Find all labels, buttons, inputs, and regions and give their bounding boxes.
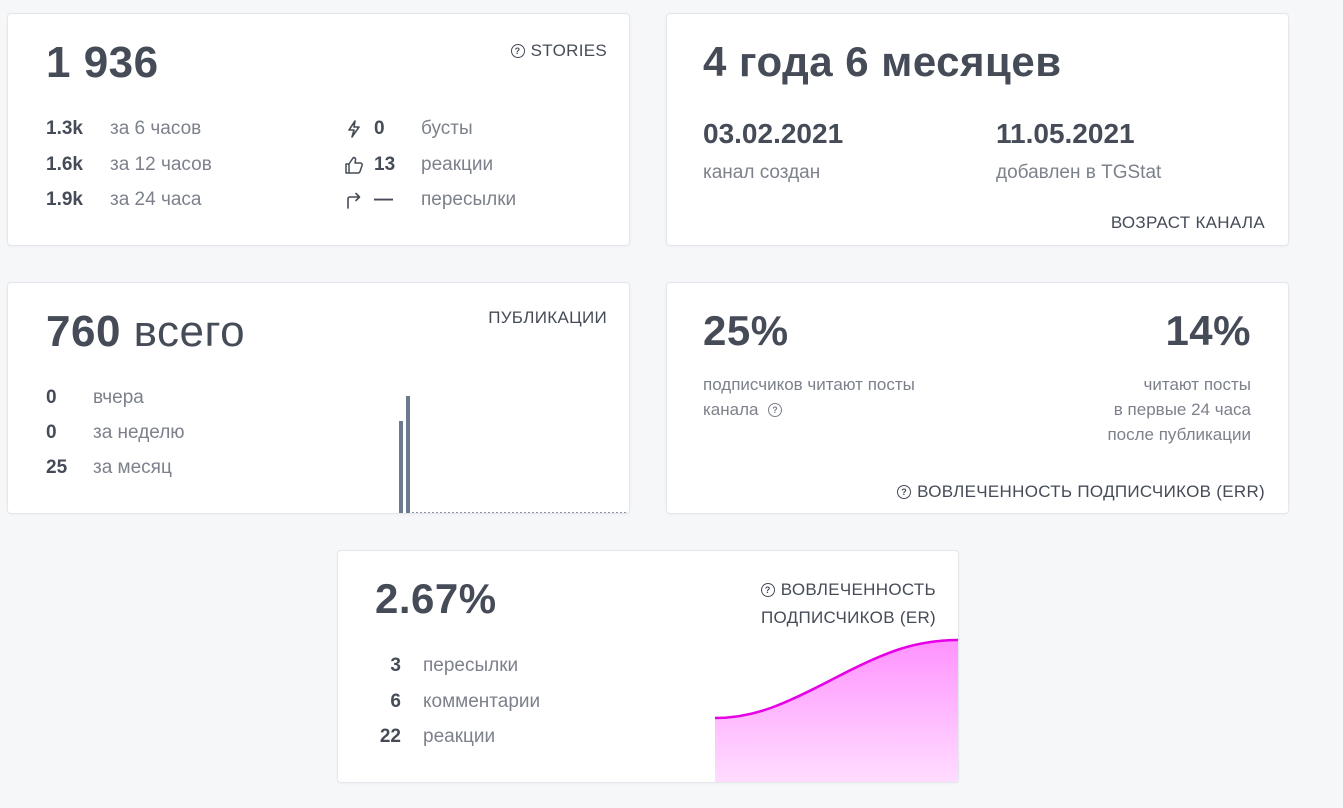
reactions-value: 13 [374, 154, 396, 175]
stories-6h-label: за 6 часов [110, 118, 202, 139]
help-icon[interactable]: ? [767, 403, 782, 417]
err-24h-desc: читают посты в первые 24 часа после публ… [1107, 375, 1251, 444]
stories-12h-value: 1.6k [46, 154, 83, 175]
added-label: добавлен в TGStat [996, 162, 1162, 183]
posts-bar-2 [406, 396, 410, 513]
forwards-value: — [374, 189, 393, 210]
er-percent: 2.67% [375, 575, 497, 622]
stories-total: 1 936 [46, 38, 159, 87]
posts-month-label: за месяц [93, 457, 172, 478]
posts-yesterday-label: вчера [93, 387, 144, 408]
stories-12h-label: за 12 часов [110, 154, 212, 175]
help-icon[interactable]: ? [510, 44, 525, 58]
help-icon[interactable]: ? [760, 583, 775, 597]
stories-label[interactable]: ? STORIES [510, 41, 607, 61]
err-subscribers-percent: 25% [703, 307, 789, 354]
posts-total-number: 760 [46, 307, 121, 356]
er-forwards-value: 3 [390, 655, 401, 676]
forwards-label: пересылки [421, 189, 517, 210]
er-card: 2.67% ? ВОВЛЕЧЕННОСТЬ ПОДПИСЧИКОВ (ER) 3 … [337, 550, 959, 783]
posts-bar-1 [399, 421, 403, 513]
boosts-label: бусты [421, 118, 473, 139]
posts-month-value: 25 [46, 457, 68, 478]
posts-week-label: за неделю [93, 422, 185, 443]
reactions-label: реакции [421, 154, 494, 175]
err-card: 25% подписчиков читают посты канала ? 14… [666, 282, 1289, 514]
help-icon[interactable]: ? [897, 485, 912, 499]
er-comments-value: 6 [390, 691, 401, 712]
err-label[interactable]: ? ВОВЛЕЧЕННОСТЬ ПОДПИСЧИКОВ (ERR) [897, 482, 1265, 502]
posts-sparkline [399, 396, 628, 513]
err-24h-percent: 14% [1165, 307, 1251, 354]
posts-yesterday-value: 0 [46, 387, 57, 408]
boosts-value: 0 [374, 118, 385, 139]
er-comments-label: комментарии [423, 691, 541, 712]
er-reactions-label: реакции [423, 726, 496, 747]
channel-age-label: ВОЗРАСТ КАНАЛА [1110, 213, 1265, 232]
stories-card: 1 936 ? STORIES 1.3k за 6 часов 1.6k за 1… [7, 13, 630, 246]
er-forwards-label: пересылки [423, 655, 519, 676]
thumbs-up-icon [345, 156, 363, 174]
added-date: 11.05.2021 [996, 118, 1135, 149]
created-date: 03.02.2021 [703, 118, 844, 149]
err-subscribers-desc: подписчиков читают посты канала ? [703, 375, 915, 419]
posts-total-word: всего [133, 307, 246, 356]
forward-arrow-icon [347, 192, 361, 209]
stories-24h-value: 1.9k [46, 189, 83, 210]
er-label[interactable]: ? ВОВЛЕЧЕННОСТЬ ПОДПИСЧИКОВ (ER) [760, 580, 936, 627]
er-area-chart [715, 638, 958, 782]
created-label: канал создан [703, 162, 821, 183]
posts-card: 760 всего ПУБЛИКАЦИИ 0 вчера 0 за неделю… [7, 282, 630, 514]
posts-label: ПУБЛИКАЦИИ [488, 308, 607, 327]
posts-week-value: 0 [46, 422, 57, 443]
stories-24h-label: за 24 часа [110, 189, 202, 210]
er-area-fill [715, 640, 958, 782]
posts-total: 760 всего [46, 307, 245, 357]
lightning-icon [348, 120, 360, 138]
er-reactions-value: 22 [379, 726, 401, 747]
channel-age-card: 4 года 6 месяцев 03.02.2021 канал создан… [666, 13, 1289, 246]
er-area-line [715, 638, 958, 720]
channel-age-duration: 4 года 6 месяцев [703, 38, 1062, 85]
stories-6h-value: 1.3k [46, 118, 83, 139]
